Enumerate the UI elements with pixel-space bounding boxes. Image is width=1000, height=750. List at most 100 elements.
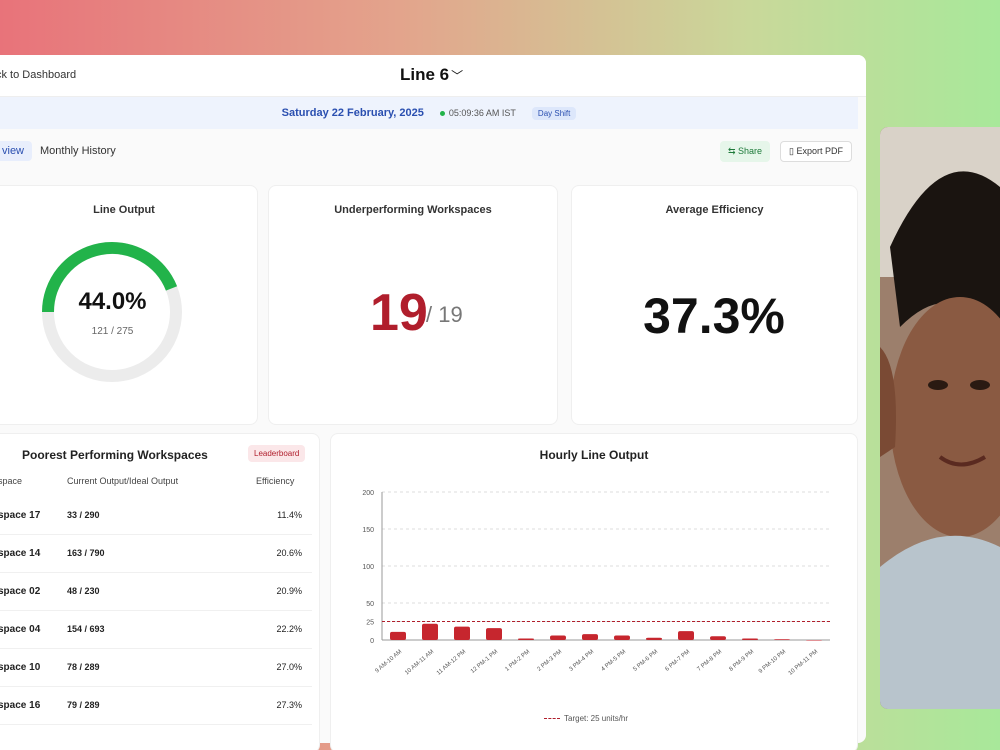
line-output-title: Line Output: [93, 204, 155, 216]
x-tick-label: 10 PM-11 PM: [788, 649, 820, 677]
table-row[interactable]: space 14 163 / 790 20.6%: [0, 535, 312, 573]
x-tick-label: 5 PM-6 PM: [632, 649, 659, 673]
date-bar: Saturday 22 February, 2025 05:09:36 AM I…: [0, 97, 858, 129]
bar: [550, 635, 566, 640]
row-output: 33 / 290: [67, 510, 100, 520]
x-tick-label: 10 AM-11 AM: [404, 649, 435, 676]
x-tick-label: 6 PM-7 PM: [664, 649, 691, 673]
col-efficiency: Efficiency: [256, 476, 295, 486]
share-icon: ⇆: [728, 146, 739, 156]
col-output: Current Output/Ideal Output: [67, 476, 179, 486]
col-workspace: space: [0, 476, 23, 486]
header: ck to Dashboard Line 6 ﹀: [0, 55, 866, 97]
underperforming-card: Underperforming Workspaces: [268, 185, 558, 425]
row-efficiency: 20.9%: [276, 586, 302, 596]
export-label: Export PDF: [796, 146, 843, 156]
line-selector[interactable]: Line 6 ﹀: [400, 65, 463, 85]
row-workspace: space 14: [0, 548, 41, 559]
table-row[interactable]: space 17 33 / 290 11.4%: [0, 497, 312, 535]
live-dot-icon: [439, 110, 445, 116]
row-efficiency: 22.2%: [276, 624, 302, 634]
hourly-card: [330, 433, 858, 750]
row-efficiency: 27.0%: [276, 662, 302, 672]
date-text: Saturday 22 February, 2025: [281, 107, 424, 119]
table-row[interactable]: space 04 154 / 693 22.2%: [0, 611, 312, 649]
row-workspace: space 17: [0, 510, 41, 521]
x-tick-label: 11 AM-12 PM: [436, 649, 467, 677]
document-icon: ▯: [789, 146, 797, 156]
y-tick-label: 50: [366, 601, 374, 608]
row-output: 48 / 230: [67, 586, 100, 596]
target-line-icon: [544, 718, 560, 719]
x-tick-label: 9 PM-10 PM: [758, 649, 787, 675]
table-row[interactable]: space 16 79 / 289 27.3%: [0, 687, 312, 725]
bar: [422, 623, 438, 640]
export-pdf-button[interactable]: ▯ Export PDF: [780, 141, 852, 162]
gauge-progress: [42, 242, 178, 313]
line-output-sub: 121 / 275: [91, 326, 134, 337]
bar: [742, 638, 758, 640]
y-tick-label: 150: [362, 527, 374, 534]
bar: [518, 638, 534, 640]
row-output: 154 / 693: [67, 624, 105, 634]
table-row[interactable]: space 10 78 / 289 27.0%: [0, 649, 312, 687]
avg-efficiency-title: Average Efficiency: [665, 204, 764, 216]
bar: [390, 631, 406, 640]
row-output: 163 / 790: [67, 548, 105, 558]
line-title: Line 6: [400, 65, 450, 84]
y-tick-label: 0: [370, 638, 374, 645]
row-output: 79 / 289: [67, 700, 100, 710]
bar: [710, 636, 726, 640]
y-tick-label: 200: [362, 490, 374, 497]
bar: [454, 626, 470, 640]
row-efficiency: 20.6%: [276, 548, 302, 558]
bar: [614, 635, 630, 640]
tab-monthly-history[interactable]: Monthly History: [40, 145, 116, 157]
x-tick-label: 2 PM-3 PM: [536, 649, 563, 673]
avg-efficiency-value: 37.3%: [643, 288, 785, 344]
tab-overview[interactable]: view: [0, 141, 33, 161]
bar: [646, 637, 662, 640]
bar: [678, 631, 694, 640]
table-row[interactable]: space 02 48 / 230 20.9%: [0, 573, 312, 611]
y-tick-label: 100: [362, 564, 374, 571]
x-tick-label: 7 PM-8 PM: [696, 649, 723, 673]
person-figure: [880, 127, 1000, 709]
x-tick-label: 4 PM-5 PM: [600, 649, 627, 673]
x-tick-label: 8 PM-9 PM: [728, 649, 755, 673]
y-tick-label: 25: [366, 620, 374, 627]
x-tick-label: 1 PM-2 PM: [504, 649, 531, 673]
chart-legend: Target: 25 units/hr: [544, 714, 628, 723]
row-efficiency: 27.3%: [276, 700, 302, 710]
tab-row: view Monthly History ⇆ Share ▯ Export PD…: [0, 137, 858, 167]
line-output-value: 44.0%: [78, 288, 147, 315]
underperforming-count: 19: [370, 284, 428, 342]
x-tick-label: 3 PM-4 PM: [568, 649, 595, 673]
webcam-video: [880, 127, 1000, 709]
shift-badge: Day Shift: [531, 106, 577, 120]
row-workspace: space 10: [0, 662, 41, 673]
legend-label: Target: 25 units/hr: [564, 714, 629, 723]
back-to-dashboard-link[interactable]: ck to Dashboard: [0, 69, 77, 81]
row-efficiency: 11.4%: [277, 510, 302, 520]
row-workspace: space 02: [0, 586, 41, 597]
row-workspace: space 04: [0, 624, 41, 635]
share-button[interactable]: ⇆ Share: [720, 141, 771, 162]
hourly-title: Hourly Line Output: [539, 448, 649, 462]
poorest-title: Poorest Performing Workspaces: [22, 448, 208, 462]
leaderboard-button[interactable]: Leaderboard: [248, 445, 306, 462]
bar: [486, 628, 502, 640]
poorest-card: [0, 433, 320, 750]
row-output: 78 / 289: [67, 662, 100, 672]
line-output-gauge: [42, 242, 182, 382]
hourly-chart: 0 25 50 100 150 200 9 AM-10 AM 10 AM-11 AM 11 AM…: [362, 490, 830, 677]
bar: [582, 634, 598, 640]
time-text: 05:09:36 AM IST: [448, 108, 516, 118]
share-label: Share: [738, 146, 763, 156]
avg-efficiency-card: Average Efficiency: [571, 185, 858, 425]
x-tick-label: 9 AM-10 AM: [374, 649, 403, 675]
underperforming-title: Underperforming Workspaces: [334, 204, 492, 216]
underperforming-total: / 19: [426, 302, 463, 327]
bar: [774, 639, 790, 640]
row-workspace: space 16: [0, 700, 41, 711]
